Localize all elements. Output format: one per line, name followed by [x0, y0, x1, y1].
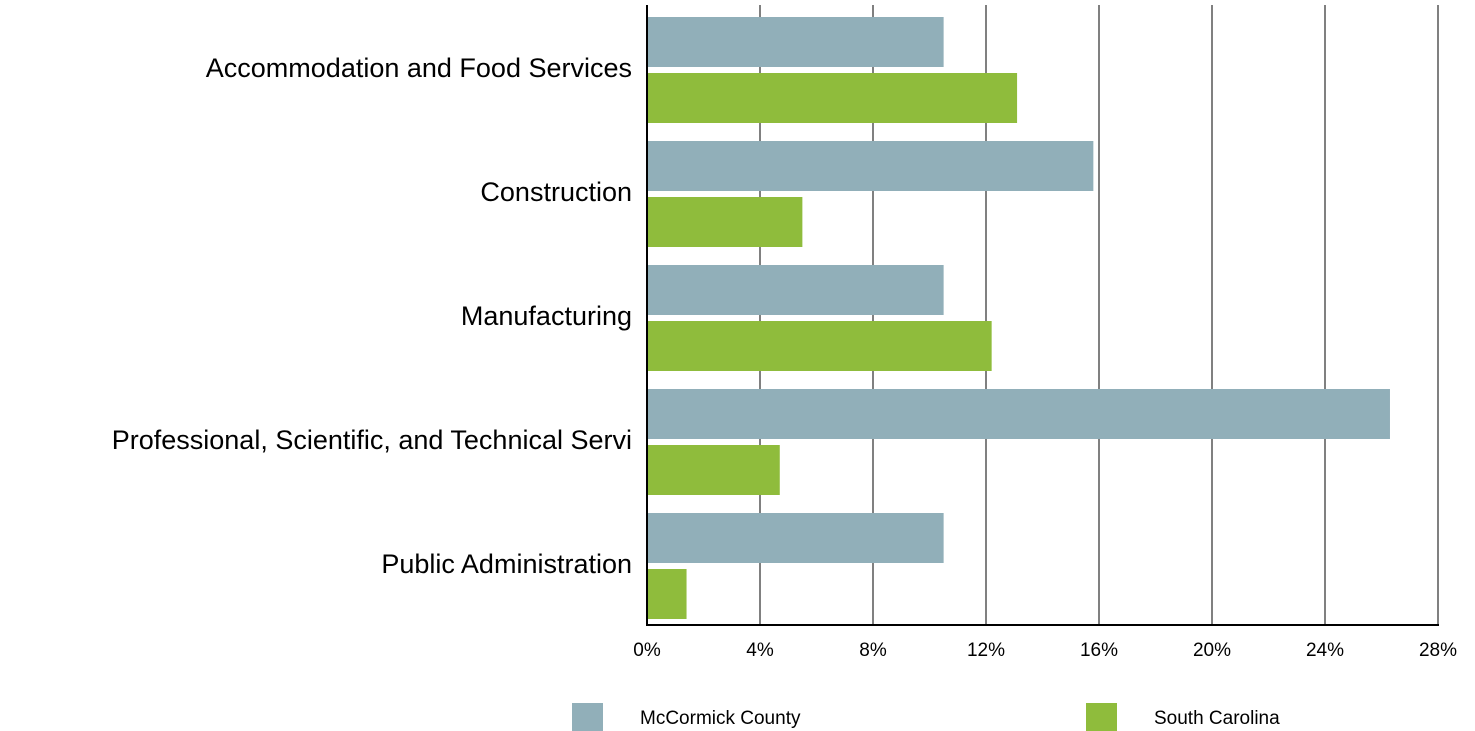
bar-mccormick-county: [647, 265, 944, 315]
bar-south-carolina: [647, 73, 1018, 123]
category-label: Manufacturing: [461, 301, 632, 331]
x-tick-label: 28%: [1419, 640, 1457, 661]
axes: [646, 5, 1439, 626]
bar-south-carolina: [647, 321, 992, 371]
x-tick-label: 12%: [967, 640, 1005, 661]
bar-south-carolina: [647, 445, 780, 495]
x-tick-label: 4%: [746, 640, 774, 661]
category-labels: Accommodation and Food Services Construct…: [112, 53, 632, 579]
bars: [647, 17, 1390, 619]
bar-mccormick-county: [647, 389, 1390, 439]
legend-swatch: [572, 703, 603, 731]
x-tick-label: 24%: [1306, 640, 1344, 661]
category-label: Professional, Scientific, and Technical …: [112, 425, 632, 455]
x-tick-label: 16%: [1080, 640, 1118, 661]
bar-mccormick-county: [647, 141, 1094, 191]
legend: McCormick County South Carolina: [572, 703, 1280, 731]
x-tick-label: 8%: [859, 640, 887, 661]
category-label: Accommodation and Food Services: [206, 53, 632, 83]
x-tick-label: 20%: [1193, 640, 1231, 661]
legend-label: McCormick County: [640, 708, 801, 729]
category-label: Public Administration: [381, 549, 632, 579]
x-tick-label: 0%: [633, 640, 661, 661]
bar-mccormick-county: [647, 513, 944, 563]
legend-swatch: [1086, 703, 1117, 731]
category-label: Construction: [480, 177, 632, 207]
x-tick-labels: 0% 4% 8% 12% 16% 20% 24% 28%: [633, 640, 1457, 661]
bar-south-carolina: [647, 569, 687, 619]
bar-mccormick-county: [647, 17, 944, 67]
bar-south-carolina: [647, 197, 803, 247]
legend-label: South Carolina: [1154, 708, 1280, 729]
